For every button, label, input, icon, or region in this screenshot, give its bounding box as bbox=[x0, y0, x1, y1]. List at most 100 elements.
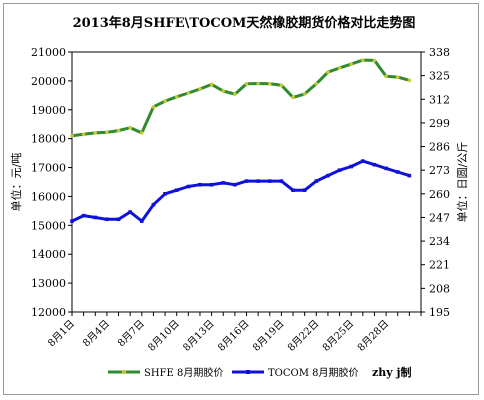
x-tick-label: 8月13日 bbox=[181, 318, 217, 354]
tocom-data-point bbox=[105, 217, 109, 222]
y-right-tick-label: 234 bbox=[429, 235, 450, 248]
x-tick-label: 8月7日 bbox=[115, 318, 147, 350]
tocom-data-point bbox=[186, 184, 191, 189]
shfe-data-point bbox=[314, 81, 319, 86]
shfe-data-point bbox=[163, 99, 167, 103]
shfe-data-point bbox=[209, 82, 214, 87]
y-left-tick-label: 17000 bbox=[31, 162, 66, 175]
shfe-data-point bbox=[279, 83, 284, 88]
shfe-data-point bbox=[244, 81, 249, 86]
watermark-text: zhy j制 bbox=[372, 365, 411, 379]
shfe-data-point bbox=[221, 89, 226, 93]
legend-shfe-label: SHFE 8月期胶价 bbox=[144, 366, 223, 379]
shfe-data-point bbox=[395, 75, 400, 79]
y-left-tick-label: 21000 bbox=[31, 46, 66, 59]
shfe-data-point bbox=[291, 95, 295, 100]
tocom-data-point bbox=[198, 182, 202, 187]
tocom-data-point bbox=[140, 219, 144, 223]
y-left-tick-label: 20000 bbox=[31, 75, 66, 88]
x-tick-label: 8月22日 bbox=[285, 318, 321, 354]
y-left-tick-label: 15000 bbox=[31, 219, 66, 232]
y-right-tick-label: 325 bbox=[429, 70, 450, 83]
y-right-tick-label: 286 bbox=[429, 141, 450, 154]
y-right-tick-label: 312 bbox=[429, 93, 450, 106]
shfe-data-point bbox=[233, 92, 237, 96]
shfe-data-point bbox=[151, 105, 156, 109]
tocom-data-point bbox=[267, 179, 272, 183]
y-left-tick-label: 13000 bbox=[31, 277, 66, 290]
tocom-data-point bbox=[372, 162, 377, 167]
shfe-data-point bbox=[407, 78, 412, 83]
tocom-data-point bbox=[209, 182, 214, 187]
shfe-data-point bbox=[198, 87, 202, 91]
x-tick-label: 8月16日 bbox=[215, 318, 251, 354]
y-right-tick-label: 221 bbox=[429, 259, 450, 272]
shfe-data-point bbox=[70, 133, 74, 138]
legend-tocom-marker bbox=[246, 370, 250, 374]
tocom-data-point bbox=[395, 170, 400, 174]
tocom-data-point bbox=[116, 217, 121, 222]
tocom-data-point bbox=[174, 188, 179, 192]
legend: SHFE 8月期胶价 TOCOM 8月期胶价 zhy j制 bbox=[108, 365, 411, 379]
chart-title: 2013年8月SHFE\TOCOM天然橡胶期货价格对比走势图 bbox=[73, 15, 416, 31]
y-left-tick-label: 18000 bbox=[31, 133, 66, 146]
tocom-data-point bbox=[151, 202, 156, 207]
tocom-data-point bbox=[349, 164, 353, 169]
legend-shfe-marker bbox=[121, 369, 127, 375]
shfe-data-point bbox=[256, 81, 260, 86]
shfe-data-point bbox=[337, 66, 342, 70]
x-tick-label: 8月25日 bbox=[320, 318, 356, 354]
x-tick-label: 8月1日 bbox=[45, 318, 77, 350]
y-right-tick-label: 260 bbox=[429, 188, 450, 201]
y-left-tick-label: 16000 bbox=[31, 190, 66, 203]
shfe-data-point bbox=[128, 125, 132, 130]
tocom-data-point bbox=[163, 192, 167, 196]
shfe-data-point bbox=[384, 74, 388, 79]
shfe-data-point bbox=[93, 131, 98, 135]
tocom-data-point bbox=[361, 159, 365, 163]
shfe-data-point bbox=[267, 81, 272, 86]
x-tick-label: 8月10日 bbox=[146, 318, 182, 354]
y-right-tick-label: 195 bbox=[429, 306, 450, 319]
y-right-tick-label: 273 bbox=[429, 164, 450, 177]
tocom-data-point bbox=[128, 210, 132, 214]
tocom-data-point bbox=[81, 213, 86, 218]
shfe-series-line bbox=[71, 58, 410, 138]
tocom-data-point bbox=[70, 219, 74, 223]
x-tick-label: 8月19日 bbox=[250, 318, 286, 354]
shfe-data-point bbox=[372, 58, 377, 63]
x-tick-label: 8月28日 bbox=[355, 318, 391, 354]
shfe-data-point bbox=[326, 70, 330, 75]
shfe-data-point bbox=[174, 94, 179, 99]
tocom-data-point bbox=[314, 179, 319, 183]
tocom-data-point bbox=[326, 173, 330, 178]
legend-tocom-label: TOCOM 8月期胶价 bbox=[268, 366, 359, 379]
shfe-data-point bbox=[81, 132, 86, 137]
shfe-data-point bbox=[105, 130, 109, 135]
y-left-tick-label: 12000 bbox=[31, 306, 66, 319]
y-left-tick-label: 19000 bbox=[31, 104, 66, 117]
shfe-data-point bbox=[361, 58, 365, 62]
tocom-data-point bbox=[337, 168, 342, 172]
tocom-data-point bbox=[256, 179, 260, 183]
tocom-data-point bbox=[221, 181, 226, 185]
y-right-tick-label: 299 bbox=[429, 117, 450, 130]
y-axis-right-label: 单位：日圆/公斤 bbox=[455, 142, 469, 223]
tocom-series-line bbox=[71, 159, 410, 223]
shfe-data-point bbox=[302, 92, 307, 96]
shfe-data-point bbox=[349, 62, 354, 66]
y-left-tick-label: 14000 bbox=[31, 248, 66, 261]
y-right-tick-label: 208 bbox=[429, 282, 450, 295]
shfe-data-point bbox=[186, 91, 191, 95]
tocom-data-point bbox=[407, 173, 412, 178]
y-axis-left-label: 单位：元/吨 bbox=[9, 153, 23, 212]
shfe-data-point bbox=[116, 128, 121, 133]
y-right-tick-label: 247 bbox=[429, 211, 450, 224]
tocom-data-point bbox=[233, 182, 237, 187]
tocom-data-point bbox=[279, 179, 284, 183]
shfe-data-point bbox=[140, 131, 144, 135]
y-right-tick-label: 338 bbox=[429, 46, 450, 59]
tocom-data-point bbox=[244, 179, 249, 183]
x-tick-label: 8月4日 bbox=[80, 318, 112, 350]
